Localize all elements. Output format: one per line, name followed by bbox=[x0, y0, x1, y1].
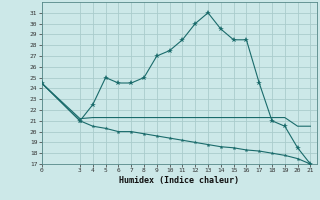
X-axis label: Humidex (Indice chaleur): Humidex (Indice chaleur) bbox=[119, 176, 239, 185]
